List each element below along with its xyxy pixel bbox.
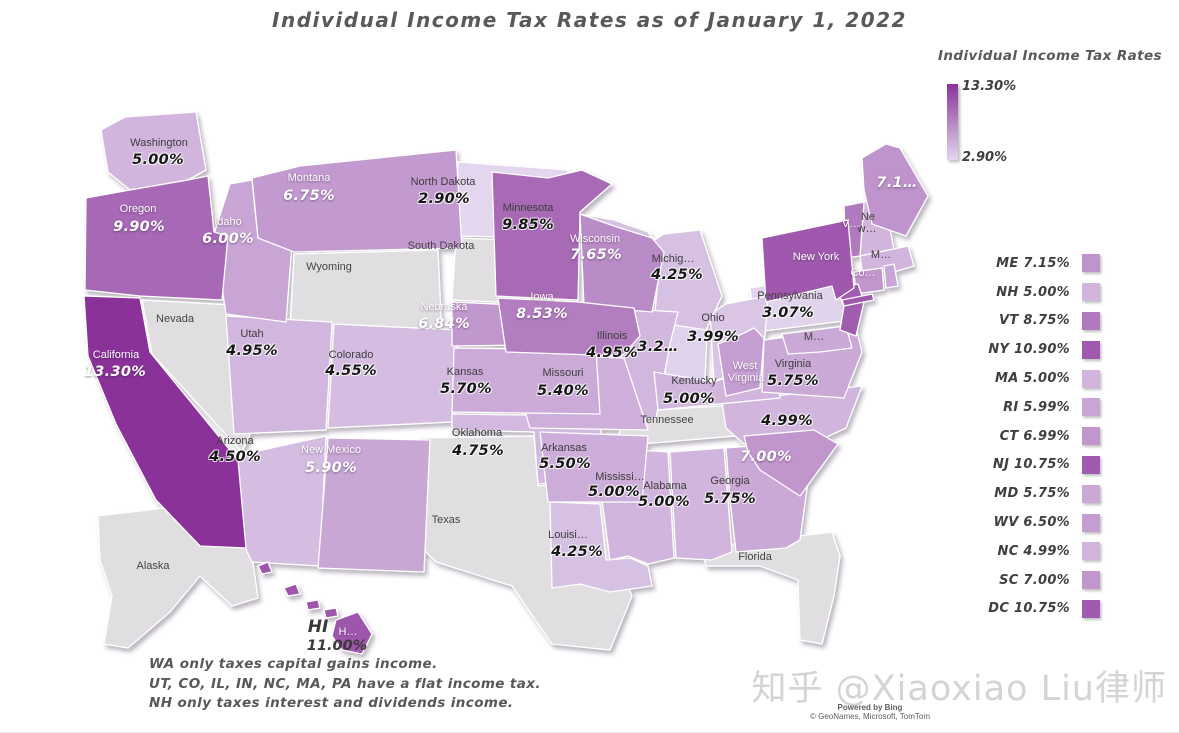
state-shape-la[interactable] bbox=[549, 501, 653, 593]
legend-list-item: NC 4.99% bbox=[972, 537, 1100, 566]
legend-list-item-swatch bbox=[1082, 427, 1100, 446]
state-shape-md[interactable] bbox=[781, 325, 853, 355]
legend-list-item-label: RI 5.99% bbox=[1003, 399, 1070, 415]
state-shape-wi[interactable] bbox=[579, 213, 665, 313]
legend-list-item-label: DC 10.75% bbox=[988, 601, 1070, 617]
legend-list-item: NH 5.00% bbox=[972, 278, 1100, 307]
state-shape-fl[interactable] bbox=[701, 531, 841, 645]
state-shape-hi[interactable] bbox=[323, 607, 339, 619]
legend-list-item: NY 10.90% bbox=[972, 335, 1100, 364]
legend-list-item-swatch bbox=[1082, 513, 1100, 532]
zhihu-watermark: 知乎 @Xiaoxiao Liu律师 bbox=[751, 669, 1167, 709]
legend-list-item: RI 5.99% bbox=[972, 393, 1100, 422]
legend-list-item-label: WV 6.50% bbox=[993, 515, 1070, 531]
state-shape-ca[interactable] bbox=[83, 295, 247, 549]
state-shape-ma[interactable] bbox=[859, 245, 915, 273]
legend-gradient-bar bbox=[947, 84, 958, 160]
legend-list-item-label: SC 7.00% bbox=[999, 572, 1070, 588]
legend-list-item-swatch bbox=[1082, 455, 1100, 474]
legend-list-item-swatch bbox=[1082, 398, 1100, 417]
powered-by-bing-label: Powered by Bing bbox=[837, 703, 903, 712]
legend-list-item-label: NY 10.90% bbox=[988, 342, 1070, 358]
state-shape-ia[interactable] bbox=[497, 297, 641, 357]
state-shape-or[interactable] bbox=[84, 175, 229, 301]
legend-list-item-swatch bbox=[1082, 283, 1100, 302]
legend-list-item: MD 5.75% bbox=[972, 479, 1100, 508]
legend-list-item: SC 7.00% bbox=[972, 566, 1100, 595]
legend-list-item-label: NH 5.00% bbox=[996, 284, 1070, 300]
legend-list-item-label: CT 6.99% bbox=[999, 428, 1070, 444]
legend-max-label: 13.30% bbox=[962, 79, 1017, 94]
legend-list-item-label: NJ 10.75% bbox=[992, 457, 1070, 473]
state-shape-co[interactable] bbox=[327, 323, 459, 429]
legend-list-item-label: NC 4.99% bbox=[997, 543, 1070, 559]
legend-list-item: MA 5.00% bbox=[972, 364, 1100, 393]
legend-list-item: ME 7.15% bbox=[972, 249, 1100, 278]
state-shape-ks[interactable] bbox=[451, 347, 601, 415]
legend-list-item-swatch bbox=[1082, 571, 1100, 590]
legend-list-item: WV 6.50% bbox=[972, 508, 1100, 537]
legend-list-item-label: VT 8.75% bbox=[999, 313, 1070, 329]
state-shape-ar[interactable] bbox=[539, 431, 649, 503]
legend-list-item-swatch bbox=[1082, 369, 1100, 388]
legend-list-item: CT 6.99% bbox=[972, 422, 1100, 451]
hawaii-annotation-abbr: HI bbox=[307, 617, 329, 637]
legend-list-item-swatch bbox=[1082, 599, 1100, 618]
footnote-line: WA only taxes capital gains income. bbox=[149, 656, 438, 672]
state-shape-mt[interactable] bbox=[251, 149, 463, 253]
state-shape-ny[interactable] bbox=[841, 293, 875, 307]
legend-title: Individual Income Tax Rates bbox=[938, 48, 1162, 64]
state-shape-hi[interactable] bbox=[283, 583, 301, 597]
map-attribution: Powered by Bing © GeoNames, Microsoft, T… bbox=[810, 703, 930, 721]
state-shape-wa[interactable] bbox=[100, 111, 207, 191]
map-credits-label: © GeoNames, Microsoft, TomTom bbox=[810, 712, 930, 721]
small-states-legend-list: ME 7.15% NH 5.00% VT 8.75% NY 10.90% MA … bbox=[972, 249, 1100, 623]
legend-list-item-swatch bbox=[1082, 254, 1100, 273]
legend-list-item: VT 8.75% bbox=[972, 307, 1100, 336]
state-shape-hi[interactable] bbox=[305, 599, 321, 611]
chart-title: Individual Income Tax Rates as of Januar… bbox=[272, 8, 907, 32]
state-shape-sc[interactable] bbox=[743, 429, 839, 497]
state-shape-wv[interactable] bbox=[717, 327, 765, 397]
legend-list-item: DC 10.75% bbox=[972, 595, 1100, 624]
legend-list-item-swatch bbox=[1082, 542, 1100, 561]
footnote-line: UT, CO, IL, IN, NC, MA, PA have a flat i… bbox=[149, 675, 541, 692]
legend-list-item-swatch bbox=[1082, 484, 1100, 503]
state-shape-ny[interactable] bbox=[761, 219, 855, 303]
legend-list-item-swatch bbox=[1082, 311, 1100, 330]
footnotes: WA only taxes capital gains income. UT, … bbox=[149, 655, 541, 714]
legend-min-label: 2.90% bbox=[962, 150, 1008, 165]
legend-list-item-label: MD 5.75% bbox=[994, 486, 1070, 502]
state-shape-al[interactable] bbox=[669, 447, 733, 561]
hawaii-annotation-rate: 11.00% bbox=[306, 638, 368, 654]
legend-list-item-label: MA 5.00% bbox=[994, 371, 1070, 387]
state-shape-me[interactable] bbox=[861, 143, 929, 237]
state-shape-ut[interactable] bbox=[225, 315, 333, 435]
state-shape-ri[interactable] bbox=[883, 263, 899, 289]
state-shape-nm[interactable] bbox=[317, 437, 431, 573]
legend-list-item-swatch bbox=[1082, 340, 1100, 359]
state-shape-mn[interactable] bbox=[491, 169, 613, 301]
legend-list-item-label: ME 7.15% bbox=[996, 255, 1070, 271]
state-shape-hi[interactable] bbox=[257, 561, 273, 575]
footnote-line: NH only taxes interest and dividends inc… bbox=[149, 695, 514, 711]
state-shape-hi[interactable] bbox=[331, 611, 373, 655]
legend-list-item: NJ 10.75% bbox=[972, 451, 1100, 480]
